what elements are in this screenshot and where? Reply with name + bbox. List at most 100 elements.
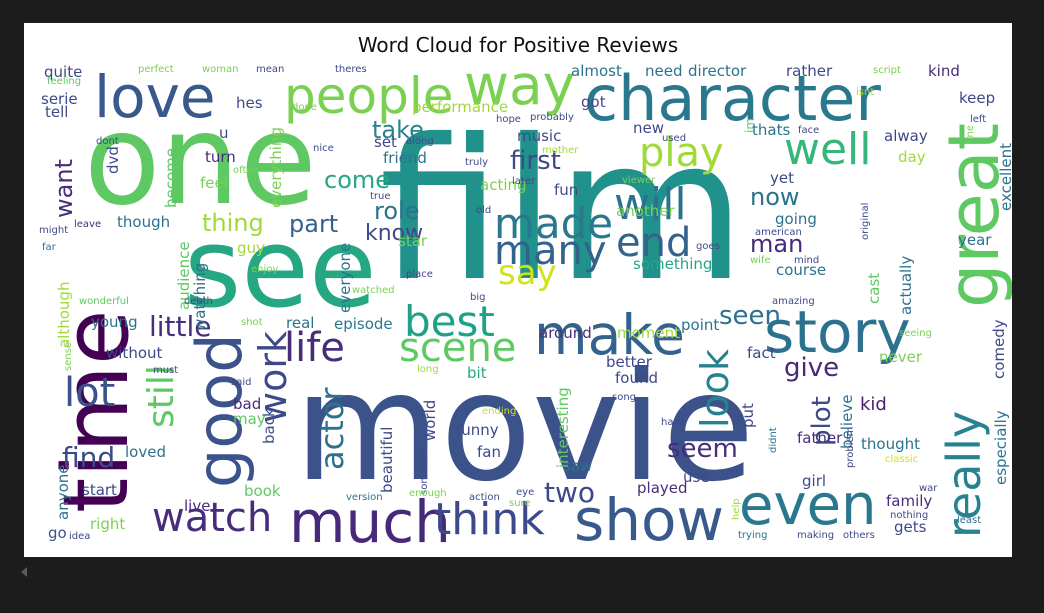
word-along: along: [406, 136, 434, 147]
word-serie: serie: [41, 90, 78, 108]
word-family: family: [886, 492, 933, 510]
word-got: got: [581, 93, 606, 111]
word-comedy: comedy: [990, 319, 1008, 379]
word-friend: friend: [383, 149, 427, 167]
word-anyone: anyone: [54, 464, 72, 521]
word-im: im: [743, 117, 757, 133]
word-death: death: [184, 296, 213, 307]
word-funny: funny: [456, 421, 499, 439]
word-cloud-figure: film movie one see time character story make gre…: [24, 23, 1012, 557]
word-without: without: [106, 344, 163, 362]
word-yet: yet: [770, 169, 794, 187]
word-use: use: [683, 468, 710, 486]
word-though: though: [117, 213, 171, 231]
word-see: see: [184, 204, 377, 332]
word-nice: nice: [313, 143, 334, 154]
word-hard: hard: [661, 417, 684, 428]
word-everything: everything: [267, 127, 285, 208]
word-go: go: [48, 524, 67, 542]
word-lot: lot: [64, 370, 116, 416]
word-song: song: [612, 392, 637, 403]
word-bad: bad: [233, 395, 262, 413]
word-hope: hope: [496, 114, 521, 125]
word-idea: idea: [69, 531, 91, 542]
word-story: story: [764, 298, 911, 366]
word-face: face: [798, 125, 820, 136]
word-least: least: [957, 515, 982, 526]
word-beautiful: beautiful: [378, 426, 396, 493]
word-u: u: [219, 124, 229, 142]
word-place: place: [406, 269, 433, 280]
word-help: help: [731, 498, 742, 520]
word-war: war: [919, 483, 938, 494]
word-probably: probably: [530, 112, 574, 123]
word-end: end: [616, 220, 692, 266]
word-problem: problem: [845, 426, 856, 468]
scroll-left-arrow-icon[interactable]: [21, 567, 27, 577]
word-look: look: [693, 348, 737, 428]
word-line: line: [965, 124, 976, 143]
word-man: man: [750, 230, 804, 258]
word-people: people: [284, 67, 454, 125]
word-think: think: [434, 494, 545, 545]
word-music: music: [517, 127, 562, 145]
word-found: found: [615, 369, 658, 387]
word-even: even: [739, 473, 877, 538]
word-old: old: [476, 205, 492, 216]
word-nothing: nothing: [890, 510, 929, 521]
word-enough: enough: [409, 488, 447, 499]
word-sense: sense: [63, 341, 74, 371]
word-loved: loved: [125, 443, 166, 461]
word-excellent: excellent: [997, 142, 1012, 211]
word-feel: feel: [200, 174, 228, 192]
word-star: star: [398, 232, 428, 250]
word-seeing: seeing: [899, 328, 932, 339]
word-fun: fun: [554, 181, 579, 199]
word-episode: episode: [334, 315, 393, 333]
word-sure: sure: [509, 498, 531, 509]
word-others: others: [843, 530, 875, 541]
word-cloud: film movie one see time character story make gre…: [24, 23, 1012, 557]
word-might: might: [39, 225, 69, 236]
word-world: world: [421, 399, 439, 441]
word-show: show: [574, 486, 724, 554]
word-watch: watch: [152, 495, 273, 541]
word-eye: eye: [516, 487, 535, 498]
word-movie: movie: [294, 341, 755, 515]
word-script: script: [873, 65, 901, 76]
word-love: love: [94, 63, 216, 131]
word-turn: turn: [205, 148, 236, 166]
word-perfect: perfect: [138, 64, 174, 75]
word-one: one: [84, 88, 317, 233]
word-something: something: [633, 255, 713, 273]
word-leave: leave: [74, 219, 102, 230]
word-interesting: interesting: [554, 387, 572, 468]
word-left: left: [970, 114, 987, 125]
word-done: done: [292, 102, 317, 113]
word-around: around: [539, 324, 592, 342]
word-version: version: [346, 492, 383, 503]
word-thats: thats: [752, 121, 791, 139]
word-mind: mind: [794, 255, 820, 266]
word-action: action: [469, 492, 500, 503]
word-classic: classic: [885, 454, 919, 465]
word-acting: acting: [480, 176, 527, 194]
word-take: take: [372, 116, 424, 144]
word-tell: tell: [45, 103, 69, 121]
word-girl: girl: [802, 472, 827, 490]
word-find: find: [62, 441, 116, 474]
word-hes: hes: [236, 94, 263, 112]
word-played: played: [637, 479, 688, 497]
word-mother: mother: [542, 145, 579, 156]
word-enjoy: enjoy: [251, 264, 279, 275]
word-may: may: [233, 410, 266, 428]
word-gets: gets: [894, 518, 927, 536]
word-quite: quite: [44, 63, 83, 81]
word-real: real: [286, 314, 315, 332]
word-film: film: [379, 97, 746, 324]
word-seen: seen: [719, 301, 782, 331]
word-year: year: [958, 231, 992, 249]
word-truly: truly: [465, 157, 489, 168]
word-thought: thought: [861, 435, 920, 453]
word-will: will: [614, 179, 687, 230]
